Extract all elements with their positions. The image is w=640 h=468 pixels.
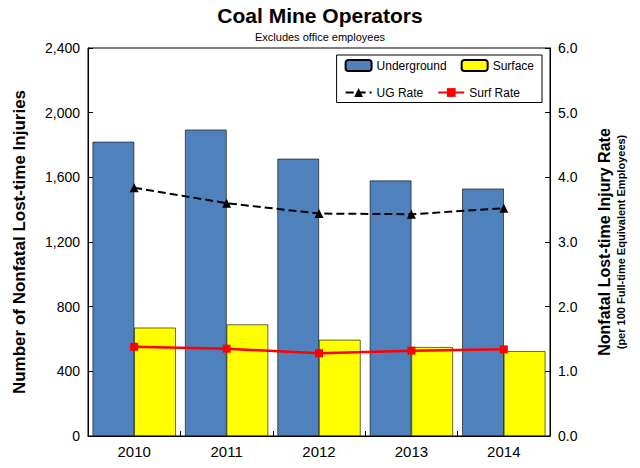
svg-text:2,000: 2,000 xyxy=(45,105,80,121)
svg-text:2,400: 2,400 xyxy=(45,40,80,56)
svg-text:2011: 2011 xyxy=(210,443,242,460)
svg-text:2014: 2014 xyxy=(487,443,520,460)
svg-text:1,200: 1,200 xyxy=(45,234,80,250)
svg-text:2012: 2012 xyxy=(302,443,335,460)
svg-text:Surf Rate: Surf Rate xyxy=(469,86,520,100)
svg-text:Surface: Surface xyxy=(493,59,535,73)
svg-text:UG Rate: UG Rate xyxy=(377,86,424,100)
svg-text:800: 800 xyxy=(57,299,81,315)
svg-text:(per 100 Full-time Equivalent: (per 100 Full-time Equivalent Employees) xyxy=(615,134,627,349)
svg-text:2.0: 2.0 xyxy=(558,299,578,315)
svg-text:Underground: Underground xyxy=(377,59,447,73)
svg-text:0.0: 0.0 xyxy=(558,428,578,444)
svg-text:4.0: 4.0 xyxy=(558,169,578,185)
svg-text:Nonfatal Lost-time Injury Rate: Nonfatal Lost-time Injury Rate xyxy=(596,128,613,356)
svg-text:Coal Mine Operators: Coal Mine Operators xyxy=(217,4,422,27)
svg-text:6.0: 6.0 xyxy=(558,40,578,56)
svg-text:2013: 2013 xyxy=(395,443,428,460)
svg-text:1.0: 1.0 xyxy=(558,363,578,379)
svg-text:1,600: 1,600 xyxy=(45,169,80,185)
svg-text:3.0: 3.0 xyxy=(558,234,578,250)
svg-text:2010: 2010 xyxy=(118,443,151,460)
svg-text:5.0: 5.0 xyxy=(558,105,578,121)
svg-text:0: 0 xyxy=(72,428,80,444)
svg-text:Number of Nonfatal Lost-time I: Number of Nonfatal Lost-time Injuries xyxy=(10,90,29,394)
svg-text:Excludes office employees: Excludes office employees xyxy=(255,31,386,43)
svg-text:400: 400 xyxy=(57,363,81,379)
